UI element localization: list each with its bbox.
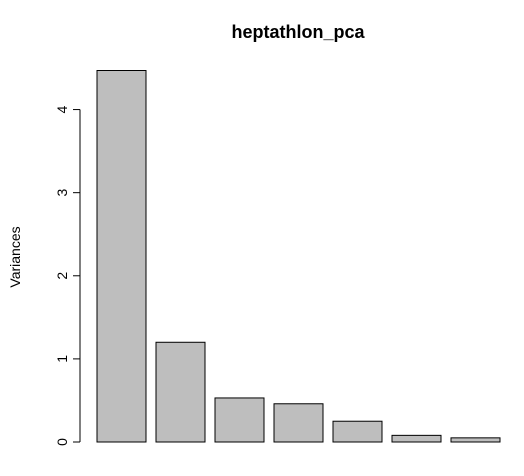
y-tick-label-2: 2	[54, 272, 70, 280]
bars-group	[96, 70, 501, 443]
y-tick-label-4: 4	[54, 105, 70, 113]
bar-5	[332, 420, 383, 443]
bar-3	[214, 397, 265, 443]
y-axis-label: Variances	[7, 226, 23, 287]
y-axis: 0 1 2 3 4	[54, 105, 81, 446]
y-tick-label-1: 1	[54, 355, 70, 363]
bar-2	[155, 341, 206, 443]
chart-title: heptathlon_pca	[231, 22, 365, 42]
y-tick-label-3: 3	[54, 189, 70, 197]
bar-1	[96, 70, 147, 443]
bar-7	[450, 437, 501, 443]
bar-6	[391, 434, 442, 443]
y-tick-label-0: 0	[54, 438, 70, 446]
bar-4	[273, 403, 324, 443]
